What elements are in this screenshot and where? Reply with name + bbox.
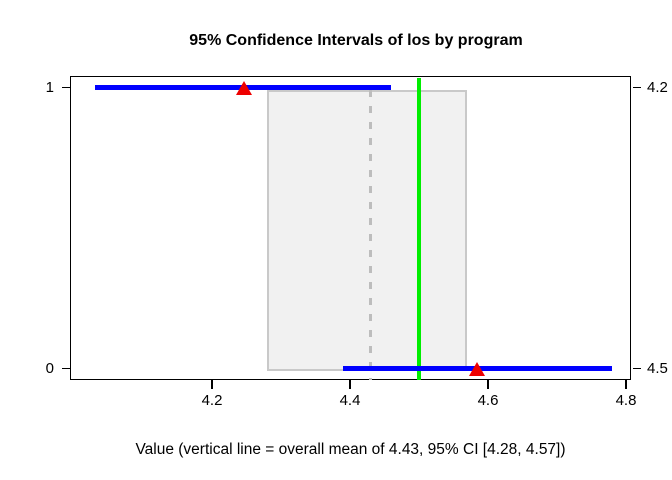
y-axis-tick-label: 0 [45, 359, 54, 377]
x-axis-tick-label: 4.2 [201, 392, 223, 409]
x-axis-tick [211, 380, 213, 389]
y-axis-tick [61, 86, 70, 89]
right-axis-tick [632, 86, 641, 89]
y-axis-tick [61, 367, 70, 370]
x-axis-label: Value (vertical line = overall mean of 4… [135, 441, 566, 458]
right-axis-tick [632, 367, 641, 370]
overall-mean-dashed-line [369, 89, 373, 380]
mean-marker-triangle [235, 80, 252, 95]
reference-line [417, 77, 421, 380]
y-axis-tick-label: 1 [45, 78, 54, 96]
x-axis-tick-label: 4.8 [615, 392, 637, 409]
mean-marker-triangle [469, 361, 486, 376]
x-axis-tick [487, 380, 489, 389]
right-axis-label: 4.2 [647, 78, 668, 96]
x-axis-tick [349, 380, 351, 389]
overall-ci-rect [267, 89, 468, 371]
chart-title: 95% Confidence Intervals of los by progr… [189, 32, 523, 49]
right-axis-label: 4.5 [647, 359, 668, 377]
x-axis-tick-label: 4.4 [339, 392, 361, 409]
x-axis-tick [625, 380, 627, 389]
x-axis-tick-label: 4.6 [477, 392, 499, 409]
